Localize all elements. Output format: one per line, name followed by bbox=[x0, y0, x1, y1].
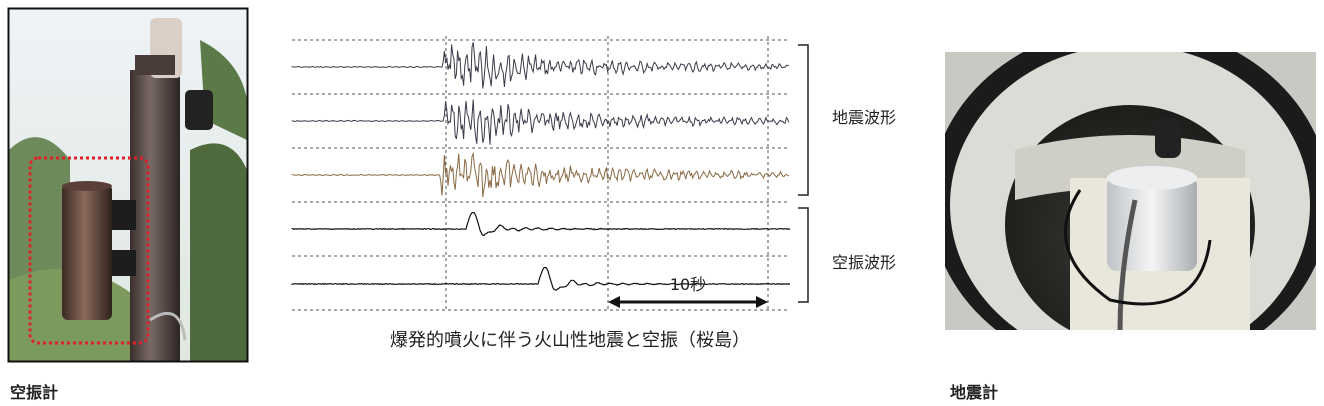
scale-arrow bbox=[608, 296, 768, 308]
waveforms bbox=[291, 42, 791, 291]
waveform bbox=[291, 151, 790, 198]
brace bbox=[798, 44, 809, 196]
waveform bbox=[291, 266, 791, 291]
infrasound-photo bbox=[9, 9, 247, 361]
waveform bbox=[291, 42, 789, 89]
label: 地震波形 bbox=[832, 108, 896, 127]
caption: 地震計 bbox=[950, 383, 998, 402]
waveform bbox=[291, 211, 791, 236]
label: 空振波形 bbox=[832, 253, 896, 272]
seismometer-photo bbox=[945, 52, 1316, 330]
caption: 空振計 bbox=[10, 383, 58, 402]
scale-label: 10秒 bbox=[670, 275, 706, 294]
waveform bbox=[291, 99, 790, 145]
brace bbox=[798, 207, 809, 303]
caption: 爆発的噴火に伴う火山性地震と空振（桜島） bbox=[390, 330, 750, 351]
